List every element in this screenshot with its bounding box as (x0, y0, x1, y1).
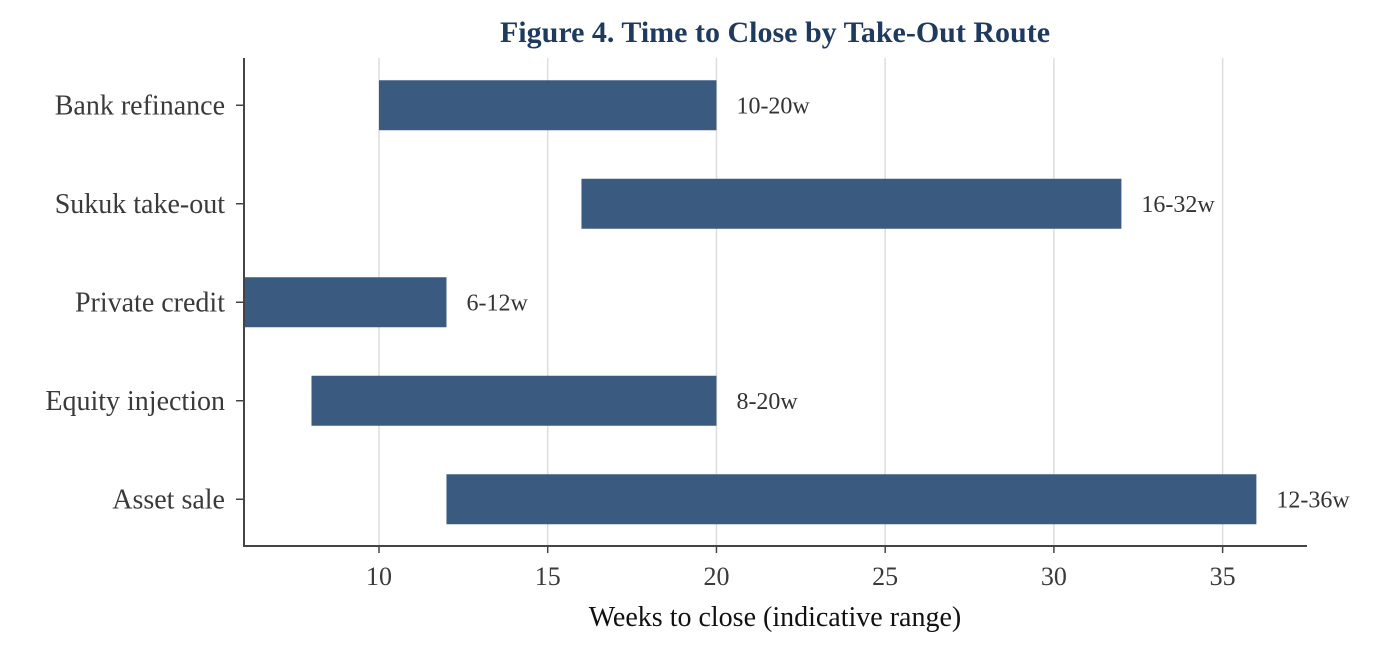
x-ticks: 10 15 20 25 30 35 (366, 546, 1236, 591)
bar-data-label: 16-32w (1141, 192, 1215, 218)
y-tick-label: Equity injection (45, 386, 225, 417)
x-axis-label: Weeks to close (indicative range) (589, 602, 961, 633)
bar (378, 80, 717, 131)
y-tick-label: Sukuk take-out (55, 189, 226, 220)
gridlines (378, 58, 1224, 546)
y-tick-label: Private credit (75, 287, 225, 318)
bars: 10-20w 16-32w 6-12w 8-20w 12-36w (244, 80, 1350, 525)
y-ticks: Bank refinance Sukuk take-out Private cred… (45, 90, 244, 515)
bar-data-label: 8-20w (736, 389, 798, 415)
y-tick-label: Asset sale (112, 484, 225, 515)
bar-data-label: 6-12w (466, 290, 528, 316)
bar (446, 474, 1257, 525)
x-tick-label: 30 (1041, 562, 1067, 591)
x-tick-label: 15 (535, 562, 561, 591)
bar (581, 178, 1122, 229)
bar-data-label: 12-36w (1276, 487, 1350, 513)
chart-title: Figure 4. Time to Close by Take-Out Rout… (500, 16, 1050, 49)
bar-data-label: 10-20w (736, 93, 810, 119)
x-tick-label: 35 (1210, 562, 1236, 591)
bar (244, 277, 447, 328)
y-tick-label: Bank refinance (55, 90, 225, 121)
x-tick-label: 25 (872, 562, 898, 591)
x-tick-label: 10 (366, 562, 392, 591)
bar (311, 375, 717, 426)
x-tick-label: 20 (703, 562, 729, 591)
